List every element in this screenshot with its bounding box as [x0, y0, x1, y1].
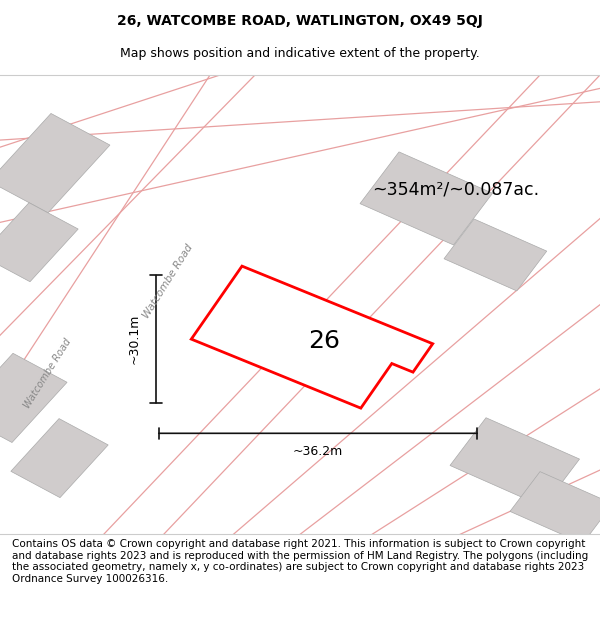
Bar	[11, 419, 108, 498]
Bar	[444, 219, 547, 291]
Text: ~354m²/~0.087ac.: ~354m²/~0.087ac.	[372, 181, 539, 199]
Text: Contains OS data © Crown copyright and database right 2021. This information is : Contains OS data © Crown copyright and d…	[12, 539, 588, 584]
Bar	[0, 114, 110, 212]
Text: Map shows position and indicative extent of the property.: Map shows position and indicative extent…	[120, 48, 480, 61]
Bar	[510, 472, 600, 544]
Polygon shape	[191, 266, 433, 408]
Text: 26: 26	[308, 329, 340, 354]
Text: Watcombe Road: Watcombe Road	[141, 243, 195, 321]
Bar	[0, 202, 78, 282]
Text: 26, WATCOMBE ROAD, WATLINGTON, OX49 5QJ: 26, WATCOMBE ROAD, WATLINGTON, OX49 5QJ	[117, 14, 483, 28]
Bar	[360, 152, 493, 245]
Bar	[0, 353, 67, 442]
Bar	[450, 418, 580, 507]
Text: ~30.1m: ~30.1m	[128, 314, 141, 364]
Text: ~36.2m: ~36.2m	[293, 445, 343, 458]
Text: Watcombe Road: Watcombe Road	[22, 337, 74, 410]
